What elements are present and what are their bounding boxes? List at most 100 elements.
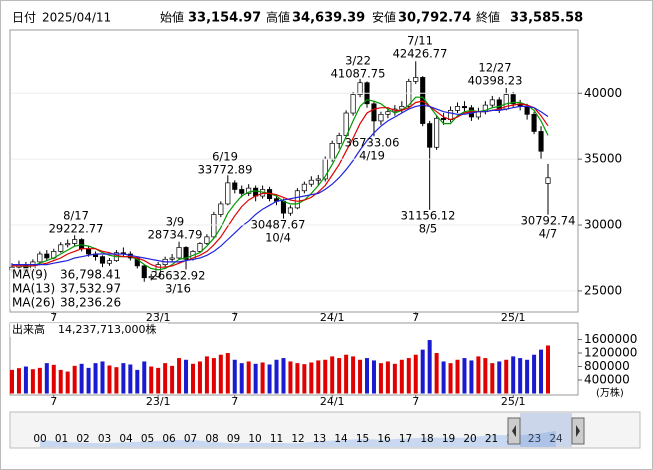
ma-line xyxy=(12,104,549,266)
volume-bar xyxy=(135,369,140,394)
volume-bar xyxy=(163,363,168,394)
navigator-label: 02 xyxy=(76,433,89,445)
y-tick-label: 400000 xyxy=(584,373,630,387)
candle-body xyxy=(218,203,224,215)
candle-body xyxy=(239,189,245,194)
candle-body xyxy=(211,214,217,238)
x-tick-label: 24/1 xyxy=(320,395,345,408)
volume-bar xyxy=(58,369,63,394)
annotation-date: 8/17 xyxy=(63,209,89,223)
y-tick-label: 40000 xyxy=(584,86,622,100)
volume-bar xyxy=(267,364,272,394)
navigator-label: 08 xyxy=(205,433,218,445)
candle-body xyxy=(37,253,43,263)
candle-body xyxy=(441,117,447,120)
navigator-label: 24 xyxy=(549,433,563,445)
navigator-label: 04 xyxy=(119,433,133,445)
candle-body xyxy=(141,265,147,279)
candle-body xyxy=(106,260,113,264)
navigator-label: 05 xyxy=(141,433,154,445)
volume-bar xyxy=(260,362,265,394)
candle-body xyxy=(204,236,210,244)
volume-bar xyxy=(211,358,216,394)
ma-line xyxy=(12,96,549,271)
volume-panel xyxy=(9,322,579,396)
price-panel xyxy=(9,29,579,313)
candle-body xyxy=(406,81,412,107)
volume-bar xyxy=(309,362,314,394)
candle-body xyxy=(58,244,64,252)
volume-title-bg xyxy=(10,323,168,337)
navigator-selection[interactable] xyxy=(520,413,572,447)
arrow-left xyxy=(512,425,516,437)
annotation-value: 33772.89 xyxy=(198,163,253,177)
y-tick-label: 1200000 xyxy=(584,346,637,360)
volume-bar xyxy=(281,358,286,394)
candle-body xyxy=(531,113,537,132)
annotation-value: 40398.23 xyxy=(468,74,523,88)
candle-body xyxy=(246,187,252,194)
candle-body xyxy=(294,190,300,209)
volume-bar xyxy=(30,369,35,394)
x-tick-label: 23/1 xyxy=(146,311,171,324)
date-label: 日付 xyxy=(12,11,36,25)
y-tick-label: 800000 xyxy=(584,359,630,373)
legend-name: MA(9) xyxy=(12,268,48,282)
volume-bar xyxy=(371,360,376,394)
x-tick-label: 7 xyxy=(231,311,238,324)
candle-body xyxy=(44,253,50,259)
volume-bar xyxy=(504,359,509,394)
navigator-label: 01 xyxy=(55,433,68,445)
annotation-date: 3/9 xyxy=(166,215,185,229)
annotation-date: 4/7 xyxy=(539,227,558,241)
candle-body xyxy=(434,117,440,148)
navigator-label: 16 xyxy=(377,433,391,445)
navigator-label: 12 xyxy=(291,433,304,445)
legend-value: 38,236.26 xyxy=(60,296,121,310)
candle-body xyxy=(329,142,335,160)
volume-bar xyxy=(142,361,147,394)
candle-body xyxy=(169,257,175,260)
volume-bar xyxy=(10,369,14,394)
navigator-label: 14 xyxy=(334,433,348,445)
ma-line xyxy=(12,100,549,268)
volume-bar xyxy=(246,361,251,394)
annotation-value: 29222.77 xyxy=(49,222,104,236)
candle-body xyxy=(197,243,203,252)
candle-body xyxy=(72,239,78,244)
date: 2025/04/11 xyxy=(42,11,111,25)
navigator-label: 23 xyxy=(528,433,541,445)
candle-body xyxy=(454,106,461,111)
candle-body xyxy=(232,182,238,190)
y-tick-label: 25000 xyxy=(584,283,622,297)
navigator-label: 19 xyxy=(442,433,455,445)
volume-bar xyxy=(434,353,439,394)
header-value: 30,792.74 xyxy=(398,11,471,26)
volume-bar xyxy=(79,363,84,394)
volume-bar xyxy=(302,364,307,394)
volume-bar xyxy=(295,363,300,394)
candle-body xyxy=(496,99,502,110)
candle-body xyxy=(308,179,314,185)
volume-bar xyxy=(427,340,432,394)
x-tick-label: 25/1 xyxy=(501,311,526,324)
volume-title: 出来高 xyxy=(12,322,45,336)
volume-bar xyxy=(253,363,258,394)
volume-bar xyxy=(441,361,446,394)
navigator-label: 20 xyxy=(463,433,476,445)
navigator-label: 06 xyxy=(162,433,176,445)
candle-body xyxy=(176,247,182,259)
annotation-date: 4/19 xyxy=(359,149,385,163)
volume-bar xyxy=(149,366,154,394)
volume-bar xyxy=(114,367,119,394)
annotation-value: 28734.79 xyxy=(148,228,203,242)
header-label: 高値 xyxy=(266,10,290,25)
navigator-label: 09 xyxy=(227,433,240,445)
navigator-label: 10 xyxy=(248,433,261,445)
volume-bar xyxy=(197,361,202,394)
candle-body xyxy=(538,131,544,152)
volume-bar xyxy=(490,363,495,394)
candle-body xyxy=(385,111,391,115)
